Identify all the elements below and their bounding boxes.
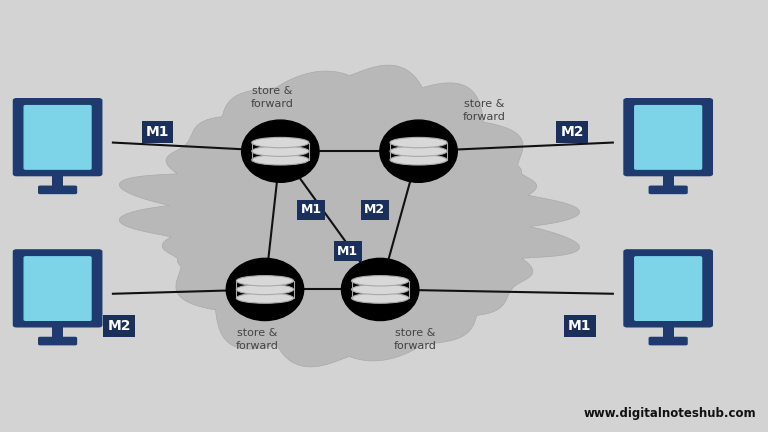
Ellipse shape [237, 284, 293, 295]
FancyBboxPatch shape [634, 257, 702, 321]
FancyBboxPatch shape [648, 337, 688, 346]
Text: M2: M2 [108, 319, 131, 333]
Ellipse shape [252, 155, 309, 165]
Text: M1: M1 [568, 319, 591, 333]
Ellipse shape [390, 146, 447, 156]
Text: store &
forward: store & forward [251, 86, 294, 109]
Bar [663, 325, 674, 338]
Ellipse shape [380, 120, 457, 182]
FancyBboxPatch shape [624, 250, 712, 327]
FancyBboxPatch shape [38, 337, 77, 346]
Ellipse shape [237, 293, 293, 303]
Ellipse shape [352, 284, 409, 295]
Ellipse shape [342, 258, 419, 321]
FancyBboxPatch shape [24, 257, 91, 321]
Ellipse shape [242, 120, 319, 182]
Polygon shape [119, 65, 580, 367]
FancyBboxPatch shape [38, 186, 77, 194]
Ellipse shape [252, 146, 309, 156]
Text: store &
forward: store & forward [462, 98, 505, 122]
Text: M2: M2 [364, 203, 386, 216]
Text: M1: M1 [337, 245, 359, 258]
FancyBboxPatch shape [624, 99, 712, 176]
FancyBboxPatch shape [648, 186, 688, 194]
Text: store &
forward: store & forward [236, 327, 279, 351]
FancyBboxPatch shape [24, 105, 91, 169]
Text: www.digitalnoteshub.com: www.digitalnoteshub.com [584, 407, 756, 420]
Ellipse shape [390, 137, 447, 148]
Text: M2: M2 [561, 125, 584, 139]
Ellipse shape [352, 276, 409, 286]
Ellipse shape [352, 293, 409, 303]
Text: store &
forward: store & forward [393, 327, 436, 351]
Ellipse shape [252, 137, 309, 148]
Bar [52, 174, 63, 187]
FancyBboxPatch shape [634, 105, 702, 169]
Ellipse shape [390, 155, 447, 165]
Ellipse shape [227, 258, 303, 321]
Ellipse shape [237, 276, 293, 286]
Bar [52, 325, 63, 338]
FancyBboxPatch shape [13, 250, 101, 327]
FancyBboxPatch shape [13, 99, 101, 176]
Text: M1: M1 [300, 203, 322, 216]
Text: M1: M1 [146, 125, 169, 139]
Bar [663, 174, 674, 187]
